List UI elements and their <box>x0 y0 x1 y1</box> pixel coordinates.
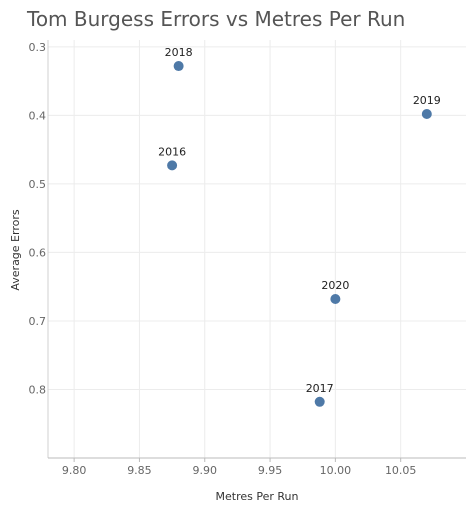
grid-lines <box>48 40 466 458</box>
y-tick-label: 0.3 <box>29 41 47 54</box>
x-tick-label: 10.05 <box>385 464 417 477</box>
point-label-2017: 2017 <box>306 382 334 395</box>
data-point-2018 <box>173 61 184 72</box>
y-tick-labels: 0.3 0.4 0.5 0.6 0.7 0.8 <box>29 41 47 397</box>
data-point-2016 <box>167 160 178 171</box>
x-tick-labels: 9.80 9.85 9.90 9.95 10.00 10.05 <box>62 464 417 477</box>
x-tick-label: 9.90 <box>193 464 218 477</box>
chart-title: Tom Burgess Errors vs Metres Per Run <box>27 7 406 31</box>
y-tick-label: 0.6 <box>29 246 47 259</box>
data-points <box>167 61 432 407</box>
y-tick-label: 0.8 <box>29 383 47 396</box>
y-tick-label: 0.7 <box>29 315 47 328</box>
x-axis-title: Metres Per Run <box>216 490 299 503</box>
x-tick-label: 9.85 <box>127 464 152 477</box>
point-label-2018: 2018 <box>165 46 193 59</box>
axes <box>47 40 466 462</box>
y-axis-title: Average Errors <box>9 209 22 290</box>
x-tick-label: 10.00 <box>320 464 352 477</box>
point-label-2019: 2019 <box>413 94 441 107</box>
y-tick-label: 0.4 <box>29 109 47 122</box>
point-label-2016: 2016 <box>158 145 186 158</box>
x-tick-label: 9.95 <box>258 464 283 477</box>
data-point-2020 <box>330 294 341 305</box>
point-labels: 2016 2017 2018 2019 2020 <box>158 46 441 395</box>
y-tick-label: 0.5 <box>29 178 47 191</box>
data-point-2019 <box>421 109 432 120</box>
point-label-2020: 2020 <box>321 279 349 292</box>
x-tick-label: 9.80 <box>62 464 87 477</box>
data-point-2017 <box>314 396 325 407</box>
